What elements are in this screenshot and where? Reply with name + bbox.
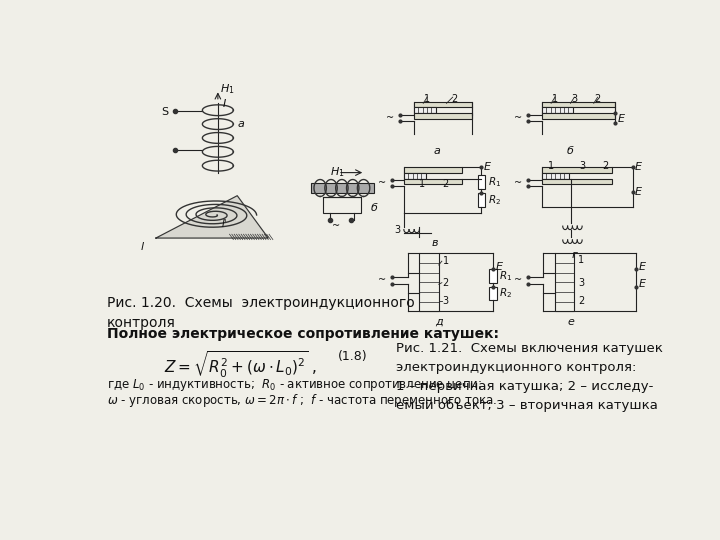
Text: I: I <box>222 99 226 110</box>
Text: б: б <box>567 146 574 156</box>
Text: $H_1$: $H_1$ <box>220 82 235 96</box>
Bar <box>477 175 485 189</box>
Text: д: д <box>435 316 443 327</box>
Text: S: S <box>161 107 168 117</box>
Text: в: в <box>431 238 438 248</box>
Text: ~: ~ <box>386 113 394 123</box>
Text: 2: 2 <box>595 94 600 104</box>
Bar <box>311 184 374 193</box>
Text: а: а <box>433 146 441 156</box>
Bar <box>489 287 497 300</box>
Text: ~: ~ <box>332 221 340 231</box>
Text: $Z = \sqrt{R_0^2 + \left(\omega \cdot L_0\right)^2}\ ,$: $Z = \sqrt{R_0^2 + \left(\omega \cdot L_… <box>163 350 317 380</box>
Text: 1: 1 <box>443 256 449 266</box>
Text: Полное электрическое сопротивление катушек:: Полное электрическое сопротивление катуш… <box>107 327 499 341</box>
Text: б: б <box>371 204 377 213</box>
Bar <box>414 113 472 119</box>
Bar <box>542 173 569 179</box>
Bar <box>414 107 436 113</box>
Text: Рис. 1.20.  Схемы  электроиндукционного
контроля: Рис. 1.20. Схемы электроиндукционного ко… <box>107 296 415 330</box>
Text: E: E <box>618 114 625 124</box>
Bar <box>555 253 575 311</box>
Text: 3: 3 <box>579 161 585 171</box>
Text: ~: ~ <box>378 275 386 286</box>
Text: 3: 3 <box>571 94 577 104</box>
Text: E: E <box>639 279 646 289</box>
Text: 2: 2 <box>443 278 449 288</box>
Text: ~: ~ <box>513 113 522 123</box>
Text: е: е <box>567 316 574 327</box>
Bar <box>477 193 485 207</box>
Text: l: l <box>140 242 143 252</box>
Text: 1: 1 <box>578 255 585 265</box>
Text: 2: 2 <box>451 94 457 104</box>
Text: Рис. 1.21.  Схемы включения катушек
электроиндукционного контроля:
1 – первичная: Рис. 1.21. Схемы включения катушек элект… <box>396 342 663 412</box>
Bar <box>542 102 616 107</box>
Text: E: E <box>635 162 642 172</box>
Bar <box>542 167 611 173</box>
Text: 3: 3 <box>394 225 400 235</box>
Text: где $L_0$ - индуктивность;  $R_0$ - активное сопротивление цепи;: где $L_0$ - индуктивность; $R_0$ - актив… <box>107 377 482 393</box>
Text: 2: 2 <box>578 296 585 306</box>
Text: 2: 2 <box>442 179 448 189</box>
Bar <box>419 253 438 311</box>
Text: $H_1$: $H_1$ <box>330 165 345 179</box>
Text: a: a <box>238 119 244 129</box>
Text: ~: ~ <box>513 275 522 286</box>
Text: $R_2$: $R_2$ <box>487 193 500 207</box>
Text: (1.8): (1.8) <box>338 350 368 363</box>
Text: E: E <box>639 262 646 272</box>
Text: E: E <box>484 162 491 172</box>
Polygon shape <box>156 195 269 238</box>
Text: г: г <box>572 249 577 260</box>
Text: E: E <box>495 262 503 272</box>
Text: $R_1$: $R_1$ <box>487 175 501 188</box>
Text: 1: 1 <box>424 94 430 104</box>
Text: ~: ~ <box>378 178 386 188</box>
Text: 3: 3 <box>443 296 449 306</box>
Text: ~: ~ <box>513 178 522 188</box>
Text: 2: 2 <box>602 161 608 171</box>
Bar <box>489 269 497 283</box>
Bar <box>542 107 573 113</box>
Text: 3: 3 <box>578 278 585 288</box>
Bar <box>404 179 462 184</box>
Bar <box>542 113 616 119</box>
Bar <box>542 179 611 184</box>
Text: 1: 1 <box>548 161 554 171</box>
Text: $R_2$: $R_2$ <box>499 287 512 300</box>
Text: E: E <box>635 187 642 197</box>
Text: 1: 1 <box>418 179 425 189</box>
Text: I': I' <box>222 219 228 229</box>
Text: $\omega$ - угловая скорость, $\omega = 2\pi \cdot f$ ;  $f$ - частота переменног: $\omega$ - угловая скорость, $\omega = 2… <box>107 392 498 409</box>
Text: $R_1$: $R_1$ <box>499 269 513 282</box>
Bar <box>404 173 426 179</box>
Bar <box>323 197 361 213</box>
Bar <box>404 167 462 173</box>
Bar <box>414 102 472 107</box>
Text: 1: 1 <box>552 94 558 104</box>
